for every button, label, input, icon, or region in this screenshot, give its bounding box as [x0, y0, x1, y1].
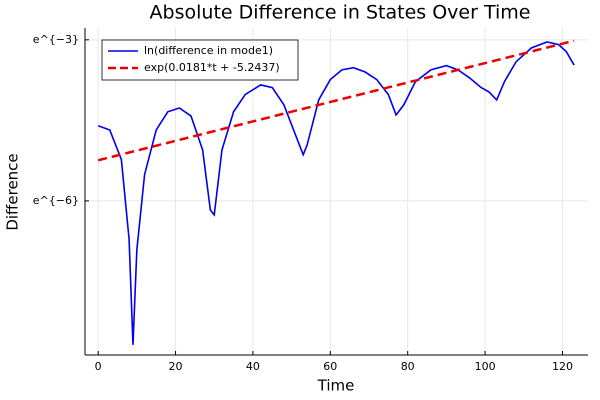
x-tick-label: 40 — [246, 360, 260, 373]
x-tick-label: 80 — [401, 360, 415, 373]
legend-label: ln(difference in mode1) — [144, 44, 273, 57]
x-tick-label: 120 — [552, 360, 573, 373]
y-tick-label: e^{−3} — [33, 33, 79, 46]
chart-title: Absolute Difference in States Over Time — [150, 2, 531, 24]
y-tick-label: e^{−6} — [33, 194, 79, 207]
x-tick-label: 100 — [475, 360, 496, 373]
y-axis-label: Difference — [4, 153, 22, 230]
x-tick-label: 0 — [95, 360, 102, 373]
legend-box — [101, 39, 299, 81]
x-tick-label: 20 — [169, 360, 183, 373]
x-axis-label: Time — [317, 377, 355, 395]
data-line — [97, 41, 575, 345]
x-tick-label: 60 — [323, 360, 337, 373]
legend-label: exp(0.0181*t + -5.2437) — [144, 61, 280, 74]
data-line — [97, 39, 575, 162]
